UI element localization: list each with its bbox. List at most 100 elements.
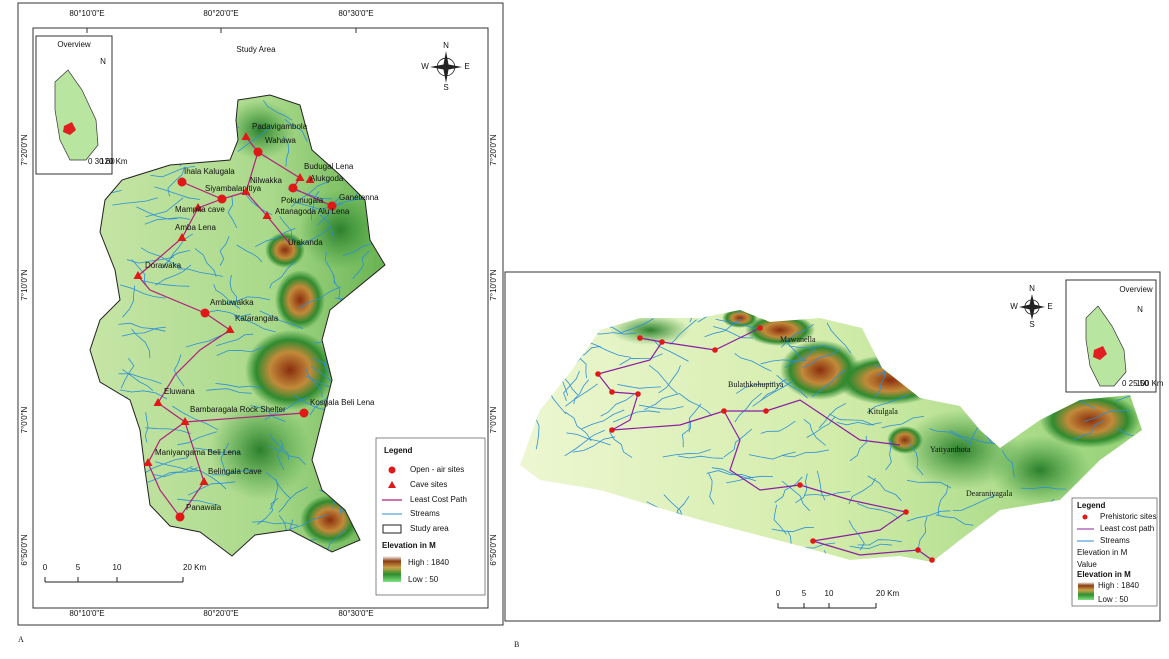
stream — [781, 449, 830, 458]
scale-label: 10 — [825, 589, 834, 598]
overview-island — [54, 69, 99, 161]
compass-w: W — [421, 62, 429, 71]
stream — [818, 402, 847, 429]
stream — [670, 319, 697, 345]
scale-label: 5 — [76, 563, 81, 572]
place-label: Yatiyanthota — [930, 445, 971, 454]
legend-elevation-subtitle: Elevation in M — [1077, 570, 1131, 579]
left-coordinate-label: 7°20'0"N — [20, 134, 29, 165]
legend-item: Least cost path — [1100, 524, 1154, 533]
stream — [697, 310, 731, 323]
site-label: Padavigambola — [252, 122, 308, 131]
stream — [291, 181, 330, 208]
stream — [190, 467, 227, 490]
overview-study-area — [63, 122, 76, 135]
stream — [643, 393, 681, 411]
stream — [874, 370, 886, 398]
site-label: Urakanda — [288, 238, 323, 247]
stream — [849, 543, 893, 549]
site-label: Eluwana — [164, 387, 195, 396]
cave-site — [295, 173, 305, 181]
stream — [803, 418, 827, 446]
stream — [269, 478, 279, 510]
stream — [581, 409, 625, 430]
compass-rose — [1019, 294, 1045, 320]
prehistoric-site — [609, 389, 615, 395]
compass-s: S — [443, 83, 448, 92]
stream — [224, 296, 270, 305]
right-coordinate-label: 7°20'0"N — [489, 134, 498, 165]
elevation-ramp — [383, 556, 401, 582]
site-label: Katarangala — [235, 314, 279, 323]
stream — [215, 383, 262, 389]
site-label: Ambuwakka — [210, 298, 254, 307]
stream — [121, 326, 166, 337]
stream — [612, 410, 661, 423]
stream — [617, 384, 662, 389]
right-coordinate-label: 7°10'0"N — [489, 269, 498, 300]
scale-label: 0 — [776, 589, 781, 598]
left-coordinate-label: 7°0'0"N — [20, 406, 29, 433]
stream — [704, 318, 742, 338]
right-coordinate-label: 7°0'0"N — [489, 406, 498, 433]
left-coordinate-label: 7°10'0"N — [20, 269, 29, 300]
stream — [795, 473, 808, 504]
stream — [1001, 450, 1015, 478]
stream — [319, 214, 335, 247]
overview-north: N — [1137, 305, 1143, 314]
stream — [206, 388, 252, 394]
stream — [262, 99, 293, 121]
stream — [311, 190, 320, 221]
stream — [952, 494, 997, 511]
compass-e: E — [1047, 302, 1052, 311]
cave-site — [193, 203, 203, 211]
compass-ring — [1024, 299, 1040, 315]
stream — [144, 412, 149, 443]
stream — [161, 250, 191, 269]
legend-item: Study area — [410, 524, 449, 533]
stream — [715, 319, 756, 329]
stream — [140, 247, 182, 269]
cave-site — [180, 417, 190, 425]
stream — [712, 326, 754, 339]
stream — [136, 206, 178, 220]
cave-site — [241, 132, 251, 140]
prehistoric-site — [929, 557, 935, 563]
open-air-site — [253, 147, 263, 157]
stream — [857, 503, 900, 519]
stream — [155, 264, 192, 286]
stream — [648, 364, 678, 394]
open-air-site — [299, 408, 309, 418]
stream — [213, 284, 241, 309]
stream — [145, 197, 184, 218]
stream — [708, 472, 715, 505]
stream — [734, 353, 772, 372]
stream — [679, 393, 713, 416]
panel-label: A — [18, 635, 24, 644]
stream — [735, 382, 775, 394]
site-label: Alukgoda — [310, 174, 344, 183]
stream — [211, 469, 259, 476]
prehistoric-site — [712, 347, 718, 353]
stream — [804, 491, 851, 497]
legend-item: Open - air sites — [410, 465, 464, 474]
stream — [131, 259, 148, 288]
stream — [118, 373, 162, 384]
stream — [573, 379, 590, 405]
legend-low: Low : 50 — [408, 575, 439, 584]
stream — [688, 403, 702, 433]
stream — [167, 233, 194, 263]
place-label: Bulathkohupitiya — [728, 380, 784, 389]
stream — [748, 451, 796, 460]
right-coordinate-label: 6°50'0"N — [489, 534, 498, 565]
stream — [752, 380, 794, 407]
stream — [909, 444, 924, 476]
stream — [250, 405, 286, 422]
site-label: Mampita cave — [175, 205, 225, 214]
place-label: Dearaniyagala — [966, 489, 1013, 498]
stream — [811, 369, 847, 398]
cave-site — [153, 398, 163, 406]
scale-label: 0 — [43, 563, 48, 572]
legend-item: Streams — [410, 509, 440, 518]
stream — [621, 318, 654, 333]
